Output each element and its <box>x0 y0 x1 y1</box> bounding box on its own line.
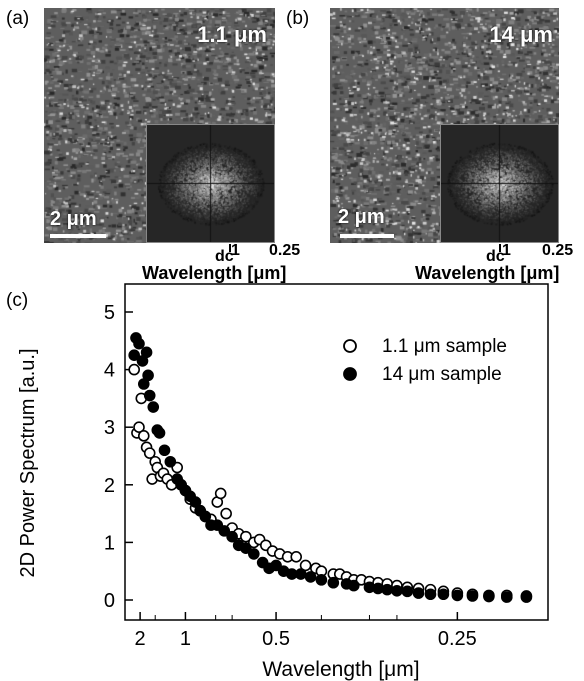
data-point-14um <box>424 588 437 601</box>
data-point-14um <box>240 542 252 554</box>
data-point-14um <box>218 525 231 537</box>
fft-tick-1-b: 1 <box>502 242 511 259</box>
y-tick-label: 2 <box>104 475 115 497</box>
data-point-14um <box>437 588 450 601</box>
data-point-1-1um <box>143 447 156 459</box>
data-point-14um <box>500 591 513 603</box>
data-point-14um <box>140 346 153 359</box>
data-point-1-1um <box>133 421 145 434</box>
sample-size-label-a: 1.1 μm <box>197 22 267 47</box>
scale-bar-b <box>340 234 394 238</box>
data-point-14um <box>143 389 156 402</box>
data-point-14um <box>270 559 282 572</box>
x-tick-label: 0.5 <box>262 628 290 650</box>
data-point-14um <box>520 591 533 603</box>
data-point-14um <box>133 337 145 350</box>
y-tick-label: 4 <box>104 360 115 382</box>
data-point-1-1um <box>299 559 312 572</box>
fft-inset-a <box>146 124 275 243</box>
chart-frame <box>124 283 549 621</box>
fft-axis-a: dc 1 0.25 Wavelength [μm] <box>44 242 334 284</box>
data-point-14um <box>466 590 479 602</box>
y-tick-label: 1 <box>104 532 115 554</box>
data-point-14um <box>327 576 340 589</box>
fft-axis-title-b: Wavelength [μm] <box>415 263 560 283</box>
scale-bar-label-b: 2 μm <box>338 206 385 228</box>
sample-size-label-b: 14 μm <box>489 22 553 47</box>
data-point-14um <box>315 574 328 586</box>
data-point-14um <box>248 548 260 560</box>
fft-tick-mark-b <box>499 244 501 252</box>
chart-legend: 1.1 μm sample 14 μm sample <box>343 336 507 385</box>
data-point-1-1um <box>290 550 303 563</box>
data-point-14um <box>391 584 403 597</box>
x-tick-label: 2 <box>135 628 146 650</box>
legend-label: 1.1 μm sample <box>382 336 507 357</box>
fft-axis-b: dc 1 0.25 Wavelength [μm] <box>330 242 584 284</box>
data-point-14um <box>128 349 140 362</box>
micrograph-b: 14 μm 2 μm <box>330 8 559 243</box>
x-tick-label: 0.25 <box>438 628 477 650</box>
data-point-14um <box>158 444 171 457</box>
fft-inset-b <box>440 124 559 243</box>
data-point-14um <box>164 455 177 468</box>
data-point-14um <box>199 510 212 523</box>
y-tick-label: 5 <box>104 302 115 324</box>
legend-marker <box>343 367 357 381</box>
data-point-14um <box>294 568 307 580</box>
panel-b-label: (b) <box>286 8 310 29</box>
legend-label: 14 μm sample <box>382 364 502 385</box>
panel-c-label: (c) <box>6 290 29 311</box>
data-point-1-1um <box>137 430 150 442</box>
data-point-14um <box>483 590 495 603</box>
legend-marker <box>343 339 357 353</box>
data-point-14um <box>451 589 464 602</box>
data-point-14um <box>381 583 393 596</box>
plot-frame <box>124 283 549 621</box>
fft-tick-mark-a <box>229 244 231 252</box>
fft-tick-dc-a: dc <box>215 248 234 265</box>
data-point-1-1um <box>128 363 140 376</box>
y-tick-label: 3 <box>104 417 115 439</box>
data-point-1-1um <box>240 530 252 543</box>
y-axis-title: 2D Power Spectrum [a.u.] <box>17 349 39 578</box>
y-tick-label: 0 <box>104 590 115 612</box>
scale-bar-label-a: 2 μm <box>50 208 97 230</box>
data-point-14um <box>153 427 166 439</box>
x-axis-title: Wavelength [μm] <box>262 658 419 681</box>
data-point-14um <box>412 587 425 599</box>
data-point-14um <box>226 530 238 543</box>
fft-tick-025-a: 0.25 <box>269 242 301 259</box>
data-point-14um <box>304 571 317 583</box>
data-point-14um <box>189 496 202 508</box>
fft-tick-dc-b: dc <box>486 248 505 265</box>
x-tick-label: 1 <box>180 628 191 650</box>
chart-points <box>128 332 533 603</box>
fft-axis-title-a: Wavelength [μm] <box>142 263 287 283</box>
scale-bar-a <box>50 234 106 238</box>
data-point-1-1um <box>214 487 227 500</box>
data-point-1-1um <box>220 507 232 520</box>
data-point-14um <box>142 369 154 382</box>
fft-tick-025-b: 0.25 <box>542 242 574 259</box>
fft-tick-1-a: 1 <box>231 242 240 259</box>
data-point-14um <box>401 585 414 598</box>
micrograph-a: 1.1 μm 2 μm <box>44 8 275 243</box>
data-point-14um <box>147 401 160 413</box>
data-point-14um <box>347 579 360 592</box>
panel-a-label: (a) <box>6 8 30 29</box>
